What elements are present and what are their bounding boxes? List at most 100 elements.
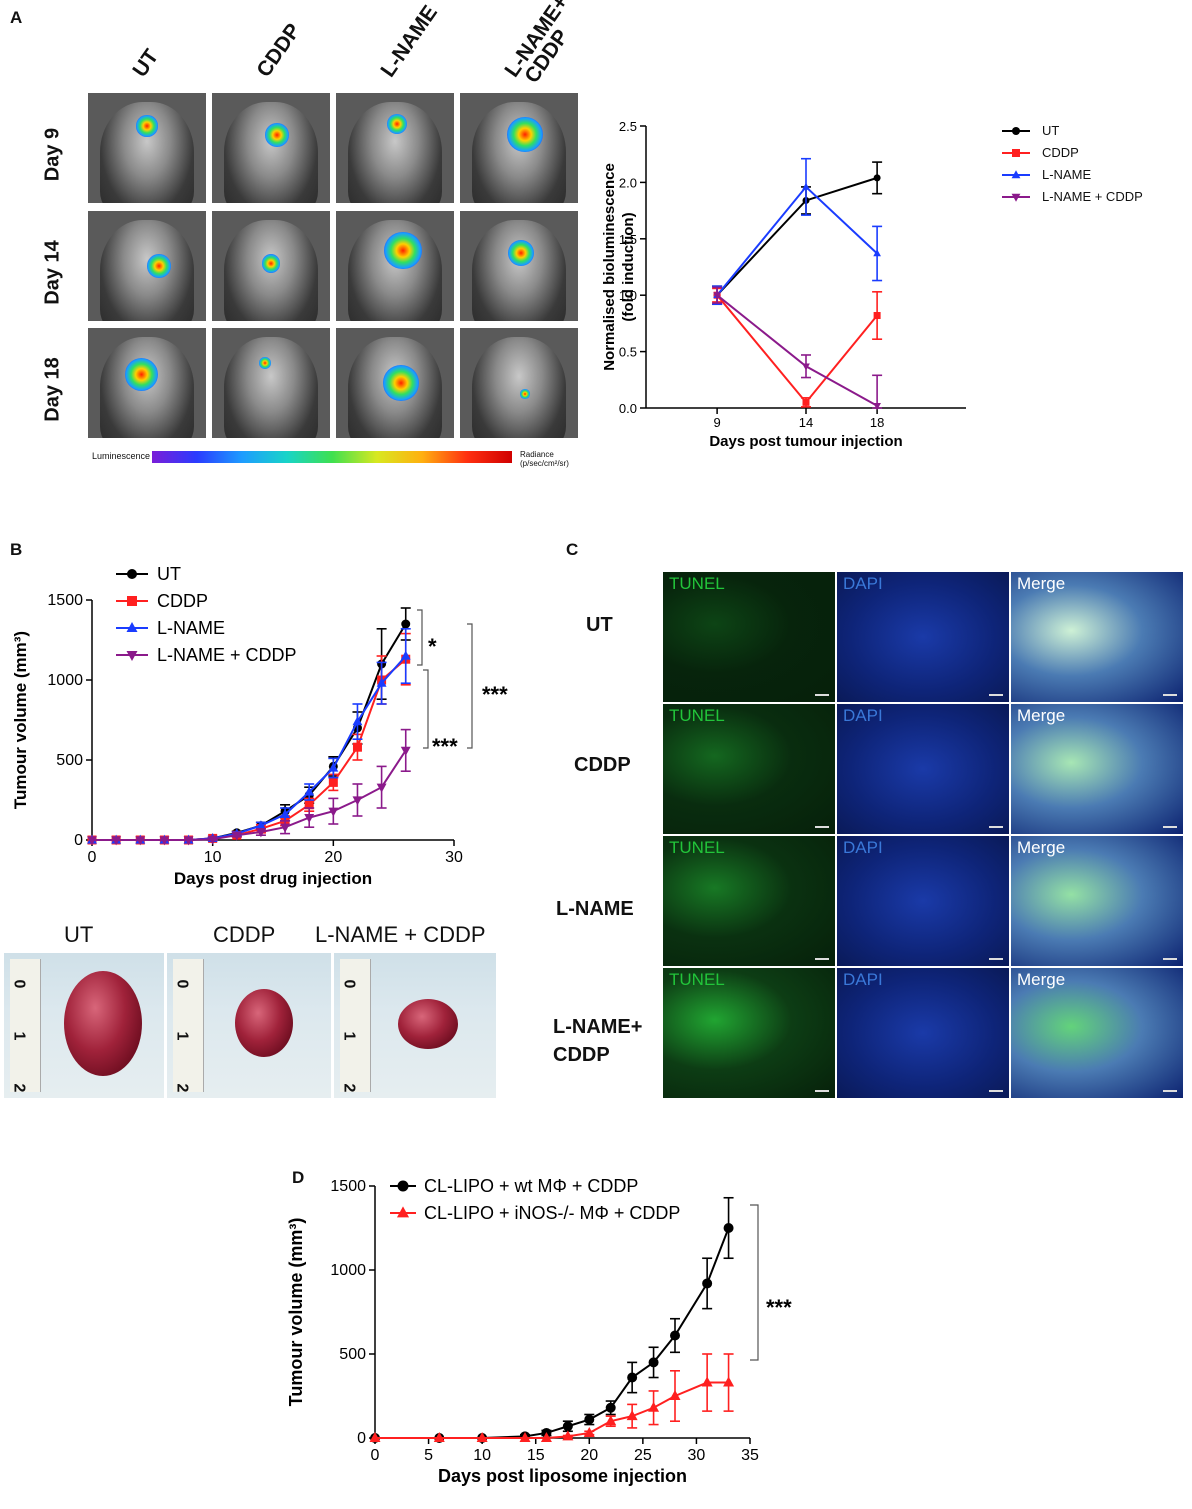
mouse-image xyxy=(212,211,330,321)
y-axis-label: (fold induction) xyxy=(620,212,637,321)
bioluminescence-signal xyxy=(507,117,543,153)
data-point-0 xyxy=(401,619,411,629)
bioluminescence-signal xyxy=(265,123,289,147)
bioluminescence-signal xyxy=(136,115,158,137)
legend-marker xyxy=(126,622,138,632)
panel-label-b: B xyxy=(10,540,23,559)
panel-label-c: C xyxy=(566,540,579,559)
micrograph-tunel: TUNEL xyxy=(662,571,836,703)
micrograph-tunel: TUNEL xyxy=(662,835,836,967)
ruler-mark: 0 xyxy=(173,979,191,989)
legend-marker xyxy=(126,651,138,661)
legend-label: L-NAME xyxy=(1042,167,1092,182)
legend-marker xyxy=(1012,127,1020,135)
significance-bracket xyxy=(417,609,423,666)
legend-marker xyxy=(1011,193,1021,202)
column-header-1: CDDP xyxy=(252,19,306,82)
data-point-1 xyxy=(433,1432,445,1442)
data-point-1 xyxy=(648,1401,660,1412)
x-axis-label: Days post tumour injection xyxy=(709,433,902,450)
data-point-3 xyxy=(400,746,411,756)
data-point-3 xyxy=(111,836,122,846)
bioluminescence-signal xyxy=(124,357,158,391)
y-axis-label: Tumour volume (mm³) xyxy=(286,1218,306,1407)
data-point-1 xyxy=(605,1415,617,1426)
data-point-2 xyxy=(304,786,315,796)
channel-label: Merge xyxy=(1017,574,1066,593)
data-point-3 xyxy=(231,831,242,841)
legend-swatch xyxy=(1002,170,1030,179)
y-tick-label: 500 xyxy=(339,1346,366,1363)
mouse-image xyxy=(88,211,206,321)
y-axis-label: Normalised bioluminescence xyxy=(601,163,618,371)
column-header-0: UT xyxy=(128,45,164,82)
x-tick-label: 30 xyxy=(688,1447,706,1464)
series-line-0 xyxy=(716,176,878,296)
micrograph-merge: Merge xyxy=(1010,835,1184,967)
ruler: 0 1 2 xyxy=(173,959,204,1092)
scale-bar-right-label: Radiance (p/sec/cm²/sr) xyxy=(520,450,569,468)
data-point-1 xyxy=(562,1430,574,1441)
x-tick-label: 14 xyxy=(799,415,813,430)
x-tick-label: 0 xyxy=(371,1447,380,1464)
row-header-1: Day 14 xyxy=(41,240,64,305)
channel-label: TUNEL xyxy=(669,574,725,593)
channel-label: Merge xyxy=(1017,838,1066,857)
data-point-2 xyxy=(802,182,810,190)
mouse-body xyxy=(223,336,319,438)
micrograph-merge: Merge xyxy=(1010,967,1184,1099)
significance-bracket xyxy=(423,669,429,749)
data-point-1 xyxy=(540,1432,552,1442)
mouse-image xyxy=(460,328,578,438)
series-line-3 xyxy=(92,749,407,841)
data-point-2 xyxy=(328,762,339,772)
legend-swatch xyxy=(1002,149,1030,157)
mouse-image xyxy=(212,328,330,438)
column-header-2: L-NAME xyxy=(376,1,443,82)
ruler-mark: 0 xyxy=(340,979,358,989)
scale-bar xyxy=(815,1090,829,1092)
y-tick-label: 1000 xyxy=(330,1262,366,1279)
data-point-2 xyxy=(352,716,363,726)
x-axis-label: Days post liposome injection xyxy=(438,1466,687,1486)
y-tick-label: 1000 xyxy=(47,672,83,689)
tumour xyxy=(235,989,293,1057)
scale-bar xyxy=(989,958,1003,960)
data-point-0 xyxy=(562,1421,573,1432)
ruler-mark: 1 xyxy=(340,1031,358,1041)
scale-bar xyxy=(815,694,829,696)
data-point-2 xyxy=(280,809,291,818)
x-tick-label: 20 xyxy=(580,1447,598,1464)
channel-label: DAPI xyxy=(843,706,883,725)
scale-bar xyxy=(989,826,1003,828)
legend-label: L-NAME + CDDP xyxy=(1042,189,1143,204)
data-point-1 xyxy=(369,1432,381,1442)
legend-label: UT xyxy=(157,564,181,584)
data-point-3 xyxy=(376,783,387,793)
mouse-image xyxy=(212,93,330,203)
x-tick-label: 9 xyxy=(713,415,720,430)
tumour-photo: 0 1 2 xyxy=(334,953,496,1098)
legend-item: CDDP xyxy=(1000,144,1190,166)
ruler-mark: 2 xyxy=(340,1083,358,1093)
channel-label: DAPI xyxy=(843,838,883,857)
tumour-photo: 0 1 2 xyxy=(167,953,331,1098)
mouse-image xyxy=(336,93,454,203)
bioluminescence-signal xyxy=(383,365,419,401)
scale-bar xyxy=(1163,1090,1177,1092)
data-point-1 xyxy=(583,1426,595,1437)
mouse-image xyxy=(336,328,454,438)
chart-d-tumour-volume: 0 500 1000 1500 0 5 10 15 20 25 30 35 Days post lipo… xyxy=(286,1176,792,1486)
data-point-1 xyxy=(802,398,810,406)
bioluminescence-signal xyxy=(387,113,408,134)
data-point-1 xyxy=(723,1376,735,1387)
data-point-3 xyxy=(328,807,339,817)
legend-label: L-NAME xyxy=(157,618,225,638)
data-point-0 xyxy=(648,1357,659,1368)
bioluminescence-signal xyxy=(520,389,530,399)
y-tick-label: 1.0 xyxy=(619,288,637,303)
channel-label: DAPI xyxy=(843,574,883,593)
bioluminescence-signal xyxy=(259,357,271,370)
significance-star: * xyxy=(428,634,437,659)
scale-bar xyxy=(815,958,829,960)
